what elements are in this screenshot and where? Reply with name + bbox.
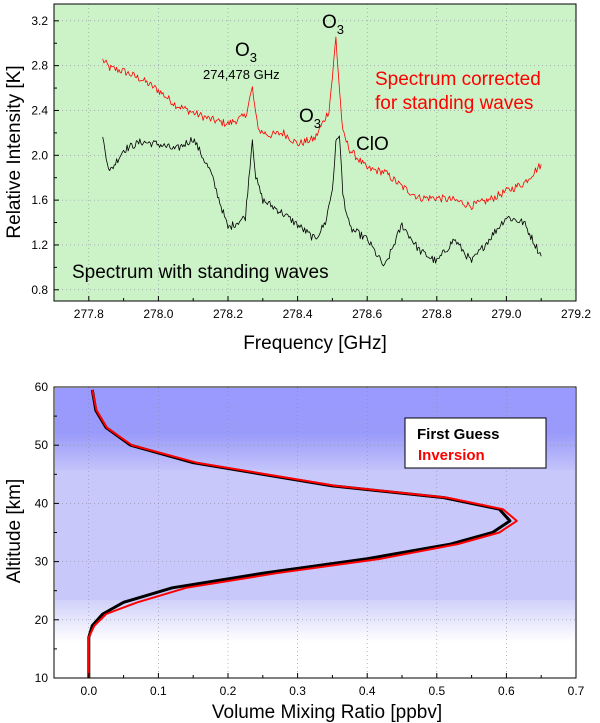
series-spectrum-corrected-for-standing-waves xyxy=(102,36,542,210)
y-tick-label: 60 xyxy=(35,380,49,394)
y-tick-label: 40 xyxy=(35,496,49,510)
y-tick-label: 20 xyxy=(35,613,49,627)
x-tick-label: 0.2 xyxy=(220,684,237,698)
profile-x-axis-label: Volume Mixing Ratio [ppbv] xyxy=(212,702,442,723)
profile-legend: First Guess Inversion xyxy=(404,417,547,469)
x-tick-label: 279.2 xyxy=(561,307,591,321)
legend-box xyxy=(404,417,547,469)
x-tick-label: 278.4 xyxy=(283,307,313,321)
spectrum-plot-frame xyxy=(53,3,577,302)
x-tick-label: 0.5 xyxy=(428,684,445,698)
annotation-o3-left: O3 xyxy=(235,40,257,65)
annotation-standing-waves: Spectrum with standing waves xyxy=(72,262,329,283)
annotation-corrected-line2: for standing waves xyxy=(375,93,533,114)
x-tick-label: 278.6 xyxy=(352,307,382,321)
spectrum-grid xyxy=(54,4,576,301)
y-tick-label: 0.8 xyxy=(31,283,48,297)
x-tick-label: 278.2 xyxy=(213,307,243,321)
x-tick-label: 277.8 xyxy=(74,307,104,321)
legend-first-guess: First Guess xyxy=(417,426,500,443)
legend-inversion: Inversion xyxy=(418,447,485,464)
x-tick-label: 0.1 xyxy=(150,684,167,698)
x-tick-label: 0.0 xyxy=(80,684,97,698)
x-tick-label: 0.7 xyxy=(568,684,585,698)
spectrum-series-group xyxy=(102,36,542,267)
profile-band-middle xyxy=(55,470,575,600)
y-tick-label: 1.2 xyxy=(31,238,48,252)
y-tick-label: 2.0 xyxy=(31,148,48,162)
series-spectrum-with-standing-waves xyxy=(102,135,542,267)
annotation-clo: ClO xyxy=(356,134,389,155)
profile-ticks: 0.0 0.1 0.2 0.3 0.4 0.5 0.6 0.7 10 20 30 40 50 60 xyxy=(35,380,585,698)
annotation-o3-mid: O3 xyxy=(299,106,321,131)
spectrum-x-axis-label: Frequency [GHz] xyxy=(243,333,387,354)
y-tick-label: 30 xyxy=(35,555,49,569)
x-tick-label: 278.0 xyxy=(143,307,173,321)
x-tick-label: 0.4 xyxy=(359,684,376,698)
y-tick-label: 1.6 xyxy=(31,193,48,207)
spectrum-plot-background xyxy=(54,4,576,301)
spectrum-chart: 277.8 278.0 278.2 278.4 278.6 278.8 279.0 279.2… xyxy=(4,3,591,354)
y-tick-label: 10 xyxy=(35,671,49,685)
x-tick-label: 279.0 xyxy=(491,307,521,321)
profile-band-lower xyxy=(55,600,575,642)
x-tick-label: 278.8 xyxy=(422,307,452,321)
spectrum-ticks: 277.8 278.0 278.2 278.4 278.6 278.8 279.0 279.2… xyxy=(31,14,591,321)
profile-series-group xyxy=(87,389,518,678)
y-tick-label: 2.4 xyxy=(31,103,48,117)
annotation-frequency: 274,478 GHz xyxy=(203,67,280,82)
annotation-o3-main: O3 xyxy=(322,12,344,37)
profile-y-axis-label: Altitude [km] xyxy=(4,479,25,584)
x-tick-label: 0.6 xyxy=(498,684,515,698)
spectrum-y-axis-label: Relative Intensity [K] xyxy=(4,65,25,238)
profile-chart: 0.0 0.1 0.2 0.3 0.4 0.5 0.6 0.7 10 20 30 40 50 60 Fir… xyxy=(4,380,585,723)
annotation-corrected-line1: Spectrum corrected xyxy=(375,69,541,90)
x-tick-label: 0.3 xyxy=(289,684,306,698)
y-tick-label: 3.2 xyxy=(31,14,48,28)
y-tick-label: 50 xyxy=(35,438,49,452)
series-inversion xyxy=(87,389,518,678)
y-tick-label: 2.8 xyxy=(31,59,48,73)
